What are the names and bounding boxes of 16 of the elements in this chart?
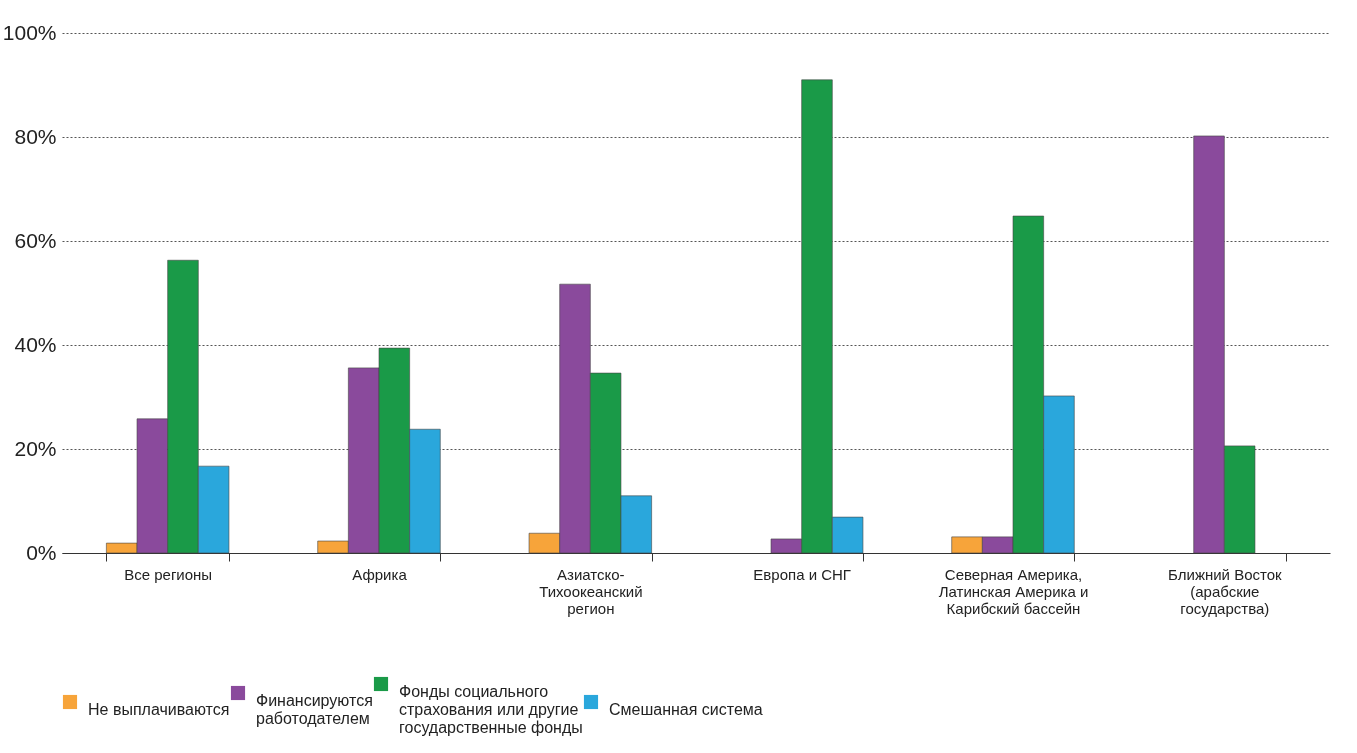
y-tick-label: 100%: [2, 20, 57, 44]
legend-label: Не выплачиваются: [88, 701, 230, 718]
legend-label: Фонды социального страхования или другие государственные фонды: [399, 683, 583, 736]
y-tick-label: 60%: [14, 228, 57, 252]
x-tick-label: Азиатско-Тихоокеанский регион: [539, 565, 643, 617]
x-tick-label: Северная Америка, Латинская Америка и Карибский бассейн: [938, 565, 1089, 617]
y-tick-label: 0%: [26, 540, 57, 564]
x-tick-label: Ближний Восток (арабские государства): [1168, 565, 1283, 617]
legend-label: Финансируются работодателем: [256, 692, 373, 727]
y-tick-label: 40%: [14, 332, 57, 356]
x-tick-label: Все регионы: [124, 565, 213, 583]
y-tick-label: 20%: [14, 436, 57, 460]
x-tick-label: Европа и СНГ: [753, 565, 851, 583]
legend-label: Смешанная система: [609, 701, 763, 718]
y-tick-label: 80%: [14, 124, 57, 148]
x-tick-label: Африка: [352, 565, 408, 583]
